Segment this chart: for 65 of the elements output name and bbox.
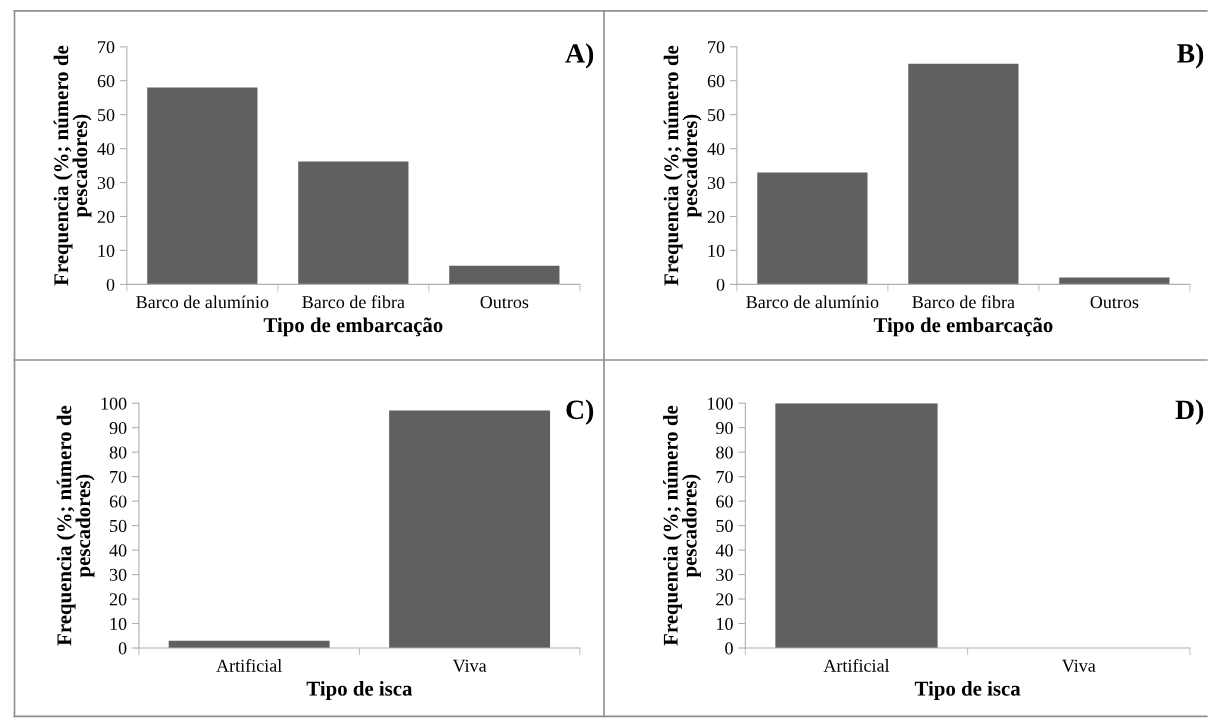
y-tick-label: 60 [716, 495, 733, 508]
x-tick-label: Artificial [216, 658, 282, 672]
chart-title: B) [1177, 43, 1204, 69]
y-tick-label: 60 [109, 495, 127, 508]
y-tick-label: 30 [707, 176, 725, 190]
x-axis-title: Tipo de isca [306, 681, 413, 700]
y-tick-label: 40 [109, 544, 127, 557]
y-tick-label: 70 [716, 470, 733, 484]
y-tick-label: 70 [110, 470, 127, 484]
y-tick-label: 80 [109, 446, 127, 459]
y-tick-label: 20 [97, 210, 115, 223]
y-tick-label: 50 [716, 519, 733, 533]
y-tick-label: 10 [717, 617, 733, 630]
x-tick-label: Artificial [823, 658, 890, 672]
y-tick-label: 100 [708, 397, 733, 410]
x-tick-label: Viva [1061, 659, 1096, 672]
x-axis-title: Tipo de embarcação [263, 317, 443, 337]
bar [147, 87, 258, 285]
x-tick-label: Barco de fibra [302, 295, 405, 309]
x-tick-label: Outros [480, 296, 529, 309]
y-tick-label: 90 [109, 421, 127, 435]
y-tick-label: 0 [118, 642, 127, 655]
x-tick-label: Barco de alumínio [746, 295, 879, 309]
y-tick-label: 70 [708, 41, 725, 54]
bar [757, 172, 868, 285]
y-tick-label: 70 [98, 41, 115, 54]
y-tick-label: 50 [708, 108, 725, 122]
y-tick-label: 90 [716, 421, 733, 435]
y-tick-label: 0 [106, 278, 115, 291]
bar [908, 63, 1019, 285]
y-tick-label: 60 [707, 75, 725, 88]
y-tick-label: 30 [716, 568, 733, 581]
y-tick-label: 10 [708, 244, 725, 257]
bar [298, 161, 409, 285]
x-tick-label: Barco de fibra [912, 295, 1015, 309]
y-tick-label: 50 [98, 108, 115, 122]
y-tick-label: 20 [109, 593, 127, 606]
y-tick-label: 100 [101, 397, 127, 410]
y-tick-label: 0 [716, 278, 725, 291]
y-tick-label: 80 [716, 446, 733, 459]
y-tick-label: 20 [716, 593, 733, 606]
y-axis-title: Frequencia (%; número de pescadores) [53, 45, 92, 286]
x-tick-label: Outros [1090, 296, 1139, 309]
x-tick-label: Viva [452, 659, 487, 672]
y-axis-title: Frequencia (%; número de pescadores) [663, 405, 701, 646]
y-tick-label: 30 [97, 176, 115, 190]
y-axis-title: Frequencia (%; número de pescadores) [663, 45, 702, 286]
y-tick-label: 30 [109, 568, 127, 581]
y-tick-label: 0 [725, 642, 733, 655]
y-tick-label: 10 [110, 617, 127, 630]
y-tick-label: 20 [707, 210, 725, 223]
y-axis-title: Frequencia (%; número de pescadores) [56, 405, 95, 646]
y-tick-label: 10 [98, 244, 115, 257]
y-tick-label: 40 [707, 142, 725, 156]
x-tick-label: Barco de alumínio [136, 295, 269, 309]
bar [449, 265, 560, 285]
y-tick-label: 50 [110, 519, 127, 533]
y-tick-label: 60 [97, 75, 115, 88]
chart-title: C) [566, 399, 594, 425]
y-tick-label: 40 [97, 142, 115, 156]
chart-title: A) [565, 43, 594, 69]
x-axis-title: Tipo de isca [914, 681, 1021, 700]
chart-title: D) [1175, 399, 1204, 425]
x-axis-title: Tipo de embarcação [873, 317, 1053, 337]
y-tick-label: 40 [715, 544, 733, 557]
